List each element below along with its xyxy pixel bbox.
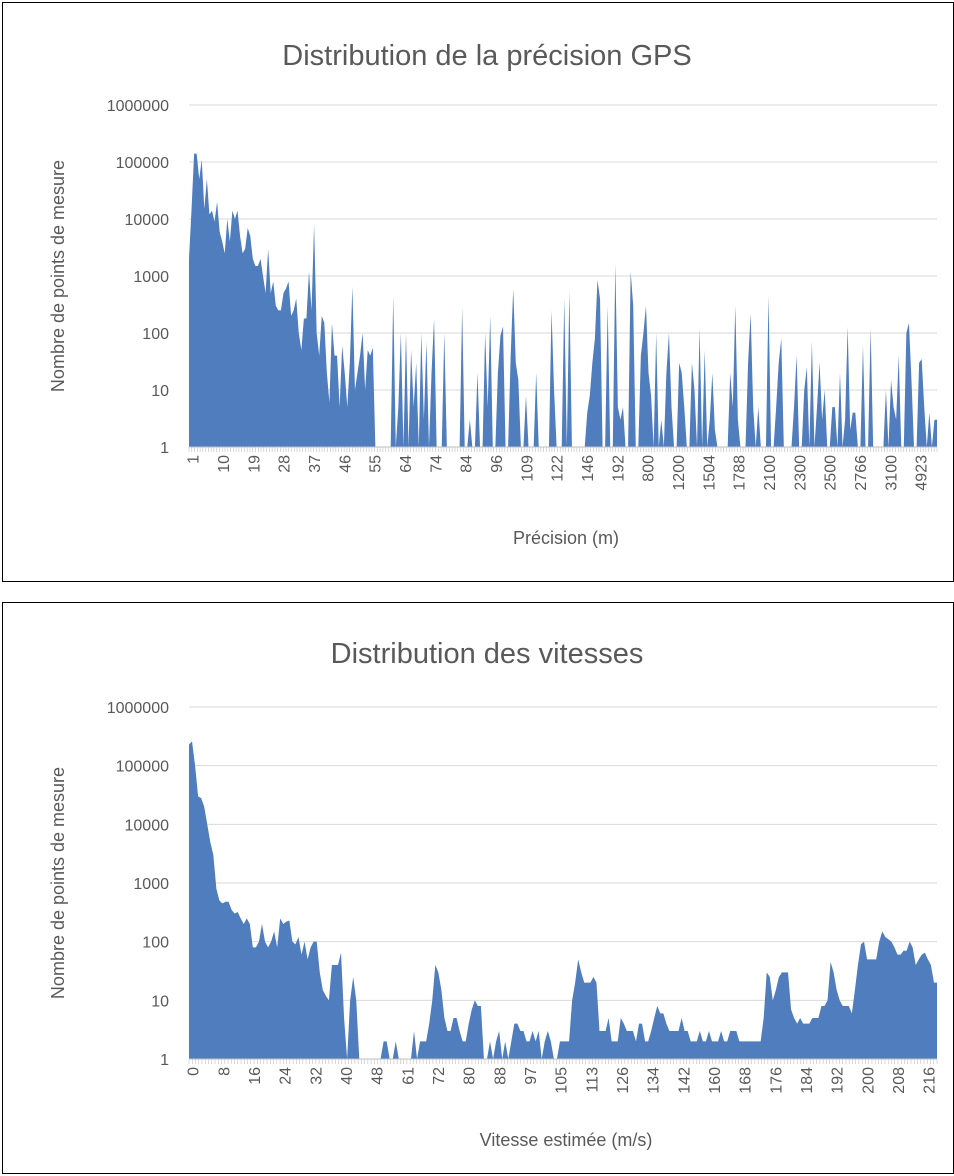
x-tick-label: 8 <box>216 1067 233 1076</box>
chart-panel-precision: Distribution de la précision GPS 1 10 100 10… <box>2 2 954 582</box>
x-tick-label: 122 <box>550 455 567 482</box>
x-tick-label: 2100 <box>762 455 779 491</box>
x-tick-label: 74 <box>428 455 445 473</box>
y-tick-label: 100 <box>142 935 169 952</box>
x-tick-label: 28 <box>277 455 294 473</box>
x-tick-label: 40 <box>339 1067 356 1085</box>
x-tick-label: 192 <box>830 1067 847 1094</box>
x-tick-label: 1788 <box>732 455 749 491</box>
x-axis-title: Vitesse estimée (m/s) <box>480 1130 653 1150</box>
x-tick-label: 48 <box>370 1067 387 1085</box>
chart-title: Distribution des vitesses <box>331 638 644 670</box>
x-tick-label: 72 <box>431 1067 448 1085</box>
x-tick-label: 146 <box>580 455 597 482</box>
x-tick-label: 96 <box>489 455 506 473</box>
x-tick-label: 19 <box>246 455 263 473</box>
y-tick-label: 10 <box>151 993 169 1010</box>
x-tick-label: 84 <box>459 455 476 473</box>
x-tick-label: 32 <box>308 1067 325 1085</box>
chart-precision: Distribution de la précision GPS 1 10 100 10… <box>48 40 938 548</box>
x-tick-label: 80 <box>462 1067 479 1085</box>
x-tick-label: 61 <box>400 1067 417 1085</box>
x-tick-label: 200 <box>860 1067 877 1094</box>
x-tick-label: 160 <box>707 1067 724 1094</box>
x-tick-label: 10 <box>216 455 233 473</box>
x-tick-label: 2300 <box>792 455 809 491</box>
chart-title: Distribution de la précision GPS <box>282 40 691 72</box>
y-tick-label: 1 <box>160 1052 169 1069</box>
x-tick-label: 0 <box>186 1067 203 1076</box>
x-tick-label: 216 <box>922 1067 939 1094</box>
x-tick-label: 3100 <box>883 455 900 491</box>
y-tick-label: 1 <box>160 440 169 457</box>
chart-panel-speed: Distribution des vitesses 1 10 100 1000 10000… <box>2 602 954 1174</box>
chart-speed: Distribution des vitesses 1 10 100 1000 10000… <box>48 638 939 1150</box>
y-tick-label: 1000000 <box>107 98 169 115</box>
x-tick-label: 55 <box>368 455 385 473</box>
x-tick-label: 16 <box>247 1067 264 1085</box>
y-tick-label: 10 <box>151 383 169 400</box>
x-tick-label: 208 <box>891 1067 908 1094</box>
x-tick-label: 184 <box>799 1067 816 1094</box>
x-tick-label: 2766 <box>853 455 870 491</box>
x-tick-label: 192 <box>610 455 627 482</box>
y-axis-title: Nombre de points de mesure <box>48 767 68 999</box>
x-tick-label: 1 <box>186 455 203 464</box>
y-tick-label: 100 <box>142 326 169 343</box>
x-tick-label: 176 <box>768 1067 785 1094</box>
area-series <box>189 741 937 1059</box>
y-tick-label: 1000 <box>133 269 169 286</box>
x-axis-title: Précision (m) <box>513 528 619 548</box>
y-tick-label: 1000 <box>133 876 169 893</box>
x-tick-label: 37 <box>307 455 324 473</box>
x-tick-label: 97 <box>523 1067 540 1085</box>
y-tick-label: 1000000 <box>107 700 169 717</box>
x-tick-label: 109 <box>519 455 536 482</box>
x-tick-label: 1504 <box>701 455 718 491</box>
area-series <box>189 153 937 448</box>
y-axis-title: Nombre de points de mesure <box>48 160 68 392</box>
y-tick-label: 10000 <box>125 817 170 834</box>
x-tick-label: 168 <box>738 1067 755 1094</box>
x-tick-label: 105 <box>554 1067 571 1094</box>
x-tick-label: 126 <box>615 1067 632 1094</box>
x-tick-label: 800 <box>641 455 658 482</box>
y-tick-label: 10000 <box>125 212 170 229</box>
x-tick-label: 64 <box>398 455 415 473</box>
y-tick-label: 100000 <box>116 155 169 172</box>
x-tick-label: 2500 <box>823 455 840 491</box>
x-tick-label: 24 <box>278 1067 295 1085</box>
x-tick-label: 134 <box>646 1067 663 1094</box>
x-tick-label: 1200 <box>671 455 688 491</box>
x-tick-label: 142 <box>676 1067 693 1094</box>
x-tick-label: 88 <box>492 1067 509 1085</box>
y-tick-label: 100000 <box>116 759 169 776</box>
x-tick-label: 4923 <box>914 455 931 491</box>
x-tick-label: 113 <box>584 1067 601 1093</box>
x-tick-label: 46 <box>337 455 354 473</box>
